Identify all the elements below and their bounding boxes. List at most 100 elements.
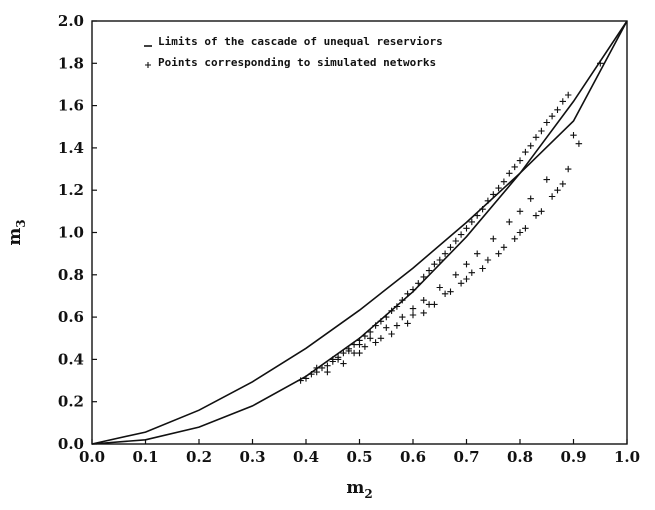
data-point <box>597 60 604 67</box>
data-point <box>383 313 390 321</box>
data-point <box>377 335 385 342</box>
data-point <box>415 280 422 287</box>
limit-curve-lower <box>91 20 628 445</box>
data-point <box>554 106 561 113</box>
data-point <box>457 280 465 287</box>
data-point <box>468 269 475 276</box>
data-point <box>543 119 550 126</box>
data-point <box>356 341 363 348</box>
data-point <box>367 335 374 342</box>
data-point <box>425 301 433 308</box>
x-tick-label: 0.2 <box>186 448 212 466</box>
data-point <box>527 142 534 149</box>
data-point <box>511 235 518 242</box>
x-tick-label: 1.0 <box>614 448 640 466</box>
data-point <box>425 267 433 274</box>
data-point <box>436 256 443 264</box>
data-point <box>420 297 427 304</box>
data-point <box>420 309 427 317</box>
legend-label-points: Points corresponding to simulated networ… <box>158 56 436 69</box>
data-point <box>575 140 583 147</box>
y-tick-label: 0.2 <box>58 393 84 411</box>
data-point <box>447 244 454 251</box>
data-point <box>495 250 502 257</box>
data-point <box>538 127 545 135</box>
data-point <box>565 165 572 173</box>
data-point <box>516 229 524 236</box>
data-point <box>404 290 411 297</box>
data-point <box>452 237 459 245</box>
data-point <box>324 368 331 376</box>
legend-plus-marker <box>145 62 151 68</box>
data-point <box>522 148 529 156</box>
y-axis-title: m3 <box>5 219 28 245</box>
data-point <box>372 322 379 329</box>
data-point <box>409 311 417 319</box>
legend-label-limits: Limits of the cascade of unequal reservi… <box>158 35 443 48</box>
data-point <box>302 375 310 382</box>
data-point <box>329 356 336 363</box>
data-point <box>500 178 508 185</box>
data-point <box>420 273 427 281</box>
data-point <box>313 364 320 372</box>
data-point <box>436 284 443 291</box>
x-tick-label: 0.5 <box>346 448 372 466</box>
y-tick-label: 1.8 <box>58 54 84 72</box>
data-point <box>393 322 401 329</box>
data-point <box>383 324 390 331</box>
data-point <box>431 261 438 268</box>
data-point <box>548 113 556 120</box>
data-point <box>399 297 406 304</box>
data-point <box>565 91 572 99</box>
data-point <box>340 360 347 367</box>
data-point <box>372 339 379 346</box>
data-point <box>479 206 486 213</box>
data-point <box>548 193 556 200</box>
data-point <box>367 328 374 336</box>
plot-area-frame <box>91 20 628 445</box>
y-tick-label: 1.0 <box>58 224 84 242</box>
y-tick-label: 0.6 <box>58 308 84 326</box>
data-point <box>447 288 454 295</box>
data-point <box>361 343 369 350</box>
data-point <box>441 250 449 257</box>
data-point <box>516 157 524 164</box>
data-point <box>484 256 492 264</box>
y-tick-label: 0.4 <box>58 350 84 368</box>
data-point <box>409 305 417 312</box>
data-point <box>457 231 465 238</box>
y-tick-label: 0.8 <box>58 266 84 284</box>
data-point <box>377 318 385 325</box>
data-point <box>511 163 518 171</box>
x-tick-label: 0.9 <box>560 448 586 466</box>
x-tick-label: 0.8 <box>507 448 533 466</box>
data-point <box>399 313 406 321</box>
y-tick-label: 0.0 <box>58 435 84 453</box>
limit-curve-upper <box>91 20 628 445</box>
data-point <box>522 225 529 232</box>
data-point <box>463 261 470 268</box>
data-point <box>538 208 545 215</box>
x-tick-label: 0.3 <box>239 448 265 466</box>
data-point <box>506 170 513 177</box>
data-point <box>324 362 331 369</box>
y-tick-label: 1.2 <box>58 181 84 199</box>
data-point <box>495 184 502 192</box>
data-point <box>388 330 395 338</box>
data-point <box>340 349 347 357</box>
data-point <box>559 180 566 188</box>
y-tick-label: 1.6 <box>58 97 84 115</box>
x-tick-label: 0.4 <box>293 448 319 466</box>
data-point <box>356 349 363 357</box>
data-point <box>468 218 475 226</box>
data-point <box>409 286 417 293</box>
data-point <box>361 332 369 340</box>
y-tick-label: 2.0 <box>58 12 84 30</box>
data-point <box>463 275 470 283</box>
x-axis-title: m2 <box>346 478 372 501</box>
data-point <box>350 341 358 348</box>
data-point <box>479 265 486 272</box>
data-point <box>388 307 395 314</box>
